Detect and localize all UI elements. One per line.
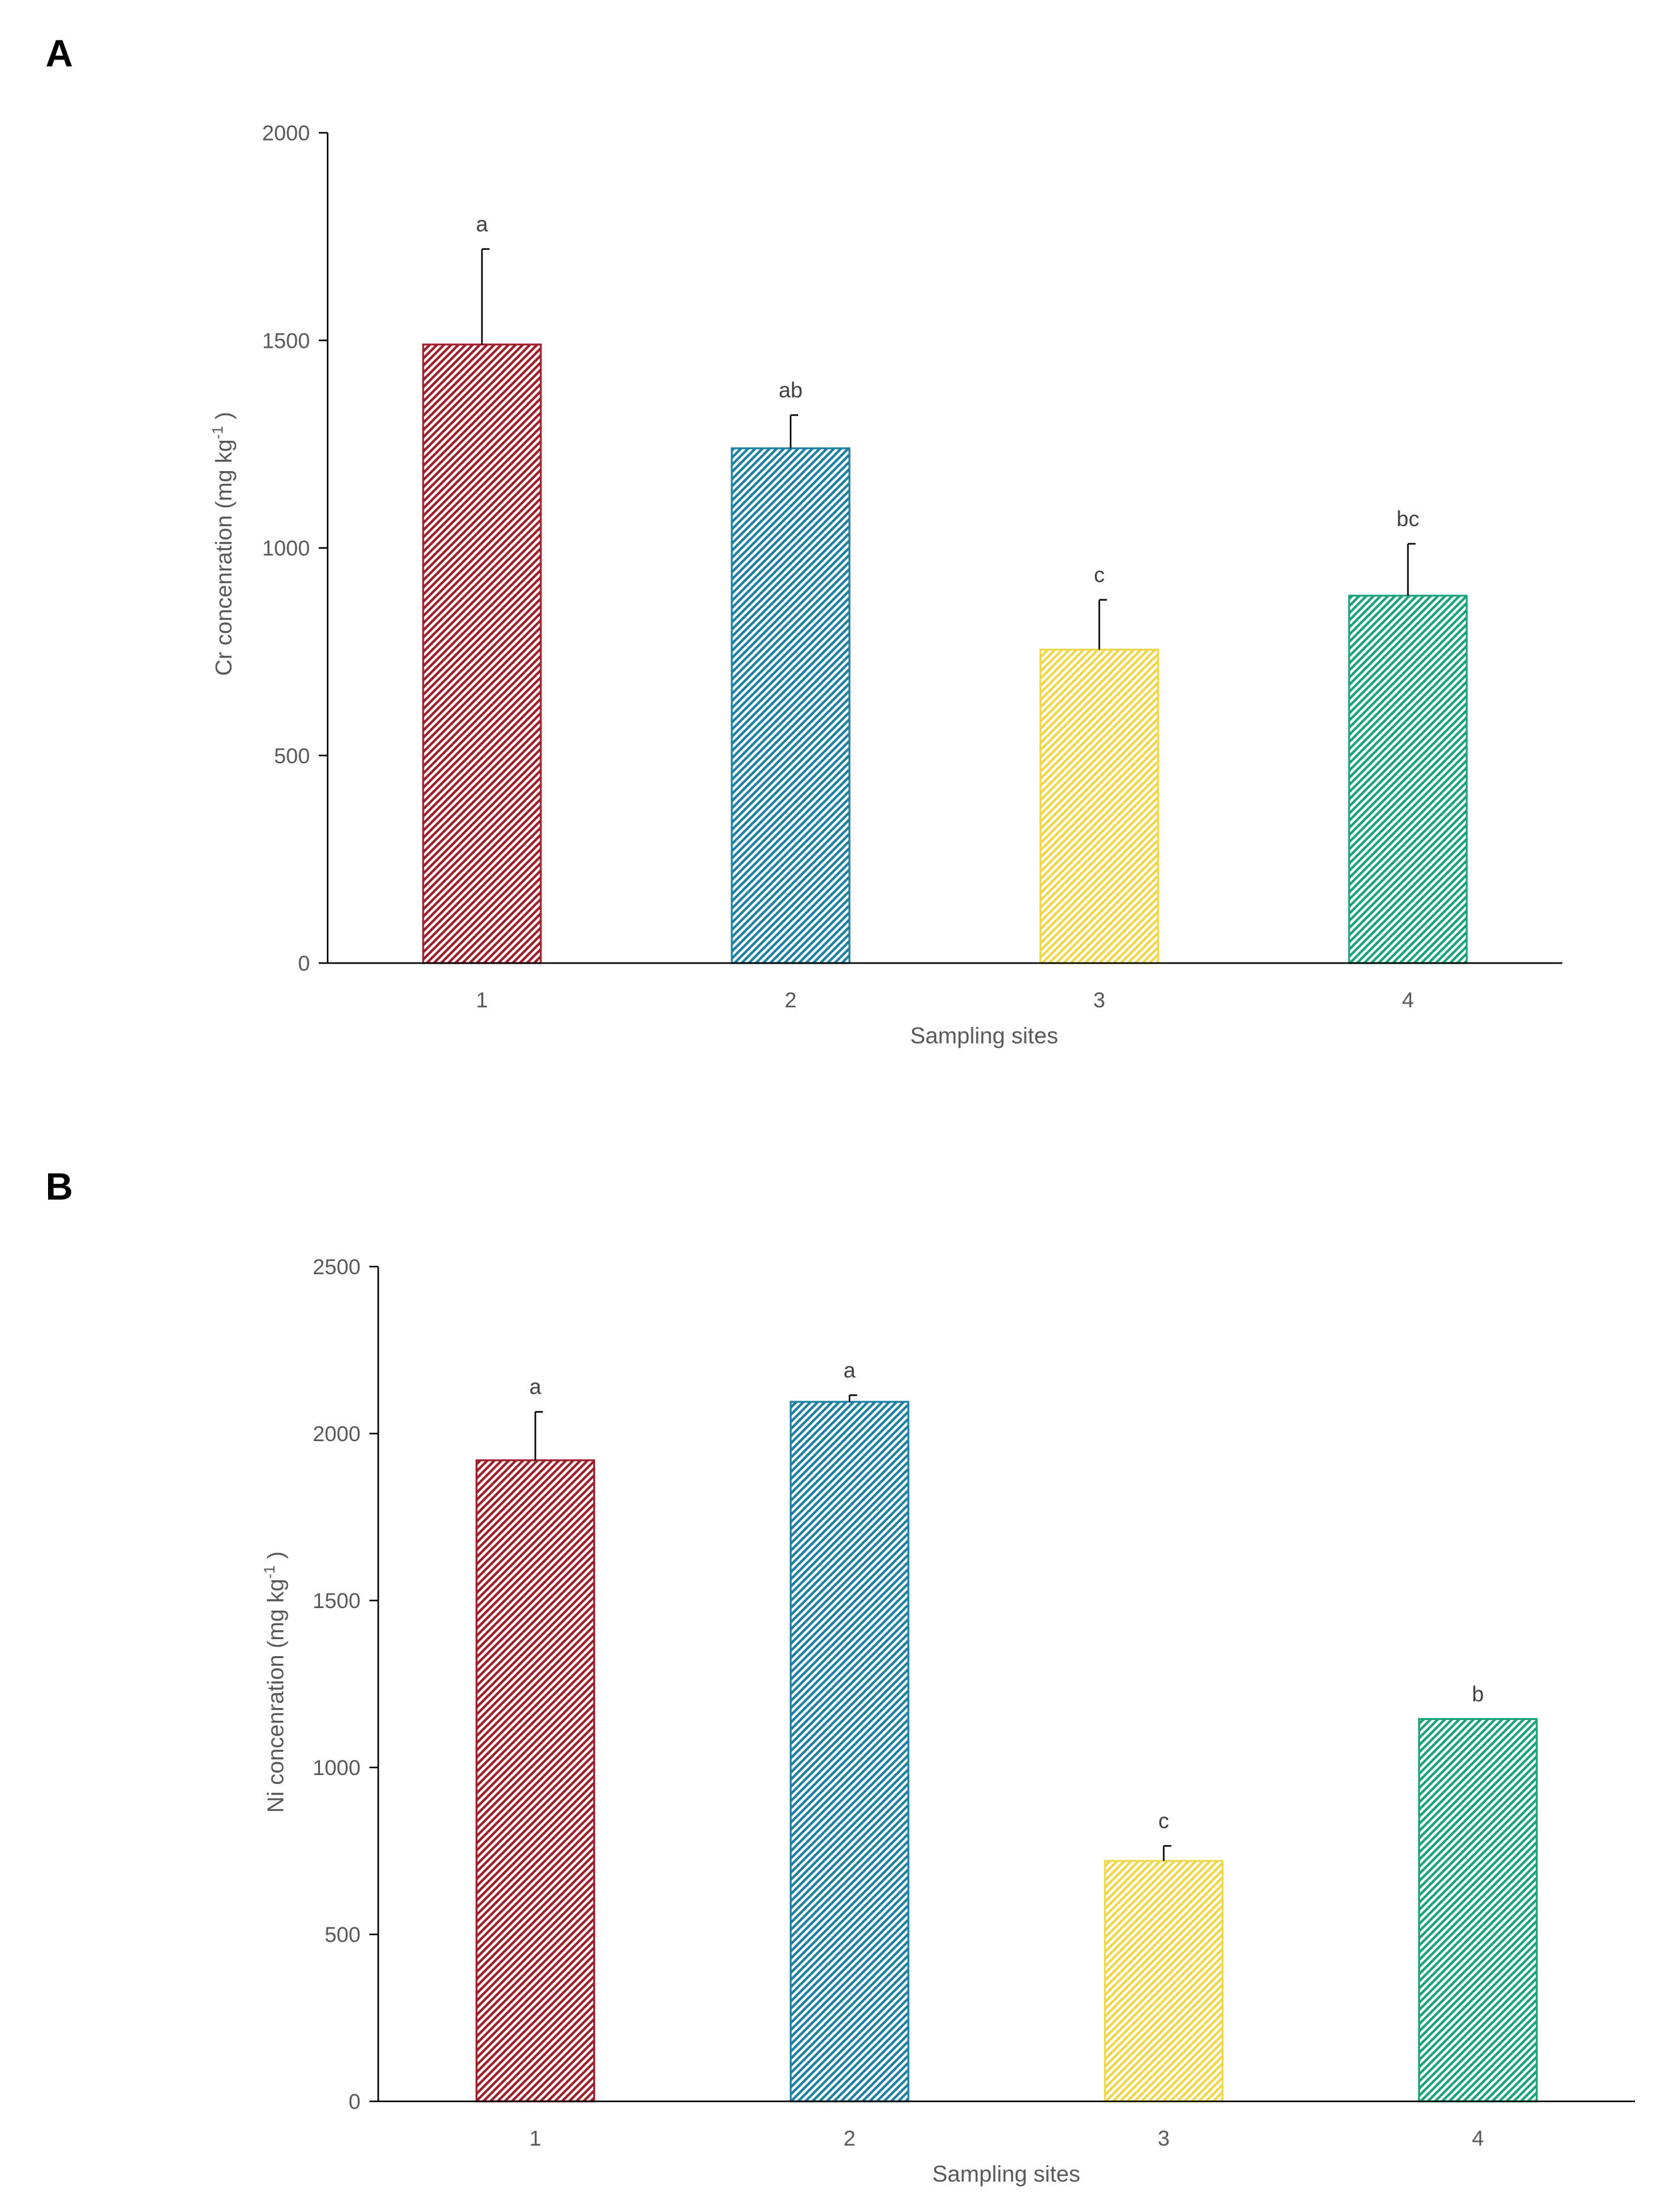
panel-b-bar-site-4 [1418,1717,1538,2103]
panel-b-bar-site-3 [1104,1860,1224,2103]
panel-b-significance-label-site-2: a [844,1358,856,1382]
panel-a-letter: A [46,32,73,75]
panel-b-significance-label-site-1: a [529,1375,541,1399]
panel-a-x-tick-label: 4 [1402,988,1414,1012]
panel-a-y-axis-title: Cr concenration (mg kg-1 ) [209,412,237,676]
panel-b-y-axis-title: Ni concenration (mg kg-1 ) [261,1551,288,1813]
panel-a-y-tick-label: 1500 [262,329,310,353]
panel-a-y-tick-label: 1000 [262,537,310,561]
panel-a-significance-label-site-2: ab [779,378,803,402]
panel-b-bar-site-1 [475,1459,595,2103]
panel-a-x-tick-label: 3 [1094,988,1106,1012]
panel-a-bar-site-4 [1348,594,1468,964]
panel-b-y-tick-label: 1000 [312,1756,361,1780]
panel-a-y-tick-label: 0 [298,952,310,976]
panel-a-x-tick-label: 1 [476,988,488,1012]
panel-b-y-tick-label: 2000 [312,1422,361,1446]
panel-a-significance-label-site-4: bc [1397,507,1419,531]
panel-a-y-tick-label: 2000 [262,121,310,145]
panel-a-bar-site-3 [1039,648,1159,964]
panel-a-x-axis-title: Sampling sites [910,1023,1058,1048]
panel-b-y-tick-label: 500 [324,1923,361,1947]
panel-b-x-tick-label: 2 [844,2127,856,2151]
panel-b-y-tick-label: 2500 [312,1255,361,1279]
panel-b-chart: B 0 500 1000 1500 2000 2500 a 1 a 2 c 3 b 4 Sampling … [46,1165,1635,2187]
panel-b-significance-label-site-3: c [1158,1809,1169,1833]
panel-a-bar-site-1 [422,343,542,964]
panel-a-significance-label-site-3: c [1094,563,1105,587]
panel-b-letter: B [46,1165,73,1208]
panel-b-x-axis-title: Sampling sites [932,2161,1080,2187]
panel-b-y-tick-label: 1500 [312,1589,361,1613]
panel-b-x-tick-label: 3 [1157,2127,1169,2151]
panel-b-bar-site-2 [789,1401,910,2103]
panel-a-bar-site-2 [731,447,851,964]
panel-b-x-tick-label: 4 [1472,2127,1484,2151]
panel-a-chart: A 0 500 1000 1500 2000 a 1 ab 2 c 3 bc 4 Sampling si… [46,32,1562,1048]
panel-a-x-tick-label: 2 [785,988,797,1012]
panel-b-x-tick-label: 1 [529,2127,541,2151]
panel-b-significance-label-site-4: b [1472,1682,1484,1706]
panel-a-significance-label-site-1: a [476,212,488,237]
panel-a-y-tick-label: 500 [274,744,310,768]
panel-b-y-tick-label: 0 [349,2090,361,2114]
